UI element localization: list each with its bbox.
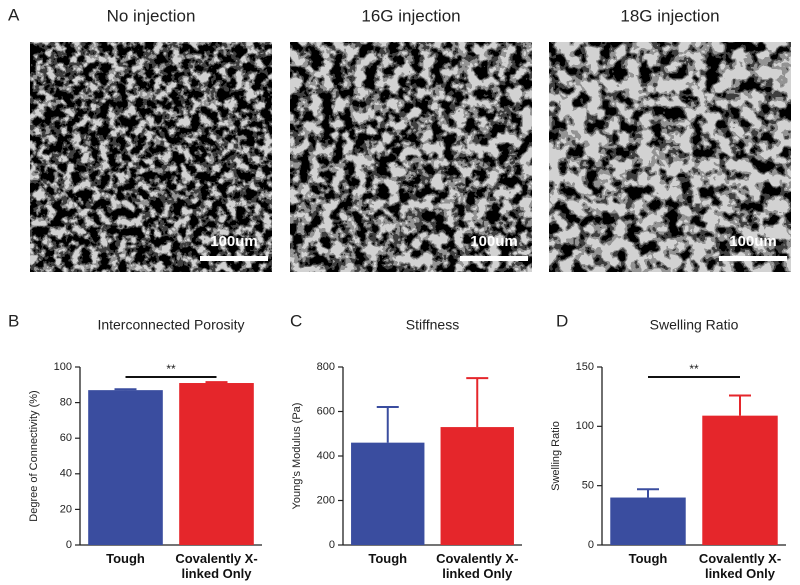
- significance-label: **: [689, 362, 699, 376]
- y-axis-label: Young's Modulus (Pa): [291, 403, 303, 510]
- scale-bar: [460, 256, 528, 261]
- scale-bar-label: 100um: [210, 233, 258, 250]
- y-tick-label: 60: [60, 432, 72, 444]
- bar: [88, 390, 163, 545]
- sem-image: [290, 42, 532, 272]
- scale-bar-label: 100um: [470, 233, 518, 250]
- bar: [440, 427, 514, 545]
- chart-title: Interconnected Porosity: [97, 317, 244, 333]
- x-tick-label: Covalently X-linked Only: [175, 551, 258, 581]
- x-tick-label: Tough: [368, 551, 408, 566]
- bar: [702, 415, 778, 545]
- x-tick-label-box: Tough: [628, 551, 668, 566]
- scale-bar-label: 100um: [729, 233, 777, 250]
- scale-bar: [200, 256, 268, 261]
- y-tick-label: 50: [582, 480, 594, 492]
- y-tick-label: 100: [576, 420, 594, 432]
- x-tick-label: Tough: [628, 551, 668, 566]
- x-tick-label-box: Tough: [368, 551, 408, 566]
- y-tick-label: 80: [60, 397, 72, 409]
- y-axis-label: Degree of Connectivity (%): [28, 390, 40, 521]
- y-tick-label: 150: [576, 361, 594, 373]
- sem-image: [549, 42, 791, 272]
- image-title: 16G injection: [361, 6, 460, 25]
- significance-label: **: [166, 362, 176, 376]
- x-tick-label: Tough: [106, 551, 145, 566]
- y-tick-label: 40: [60, 468, 72, 480]
- y-tick-label: 0: [66, 539, 72, 551]
- image-title: 18G injection: [620, 6, 719, 25]
- y-axis-label: Swelling Ratio: [550, 421, 562, 491]
- panel-label: D: [556, 311, 568, 330]
- chart-title: Swelling Ratio: [650, 317, 739, 333]
- bar: [610, 497, 686, 545]
- image-title: No injection: [107, 6, 196, 25]
- scale-bar: [719, 256, 787, 261]
- x-tick-label-box: Tough: [106, 551, 145, 566]
- x-tick-label: Covalently X-linked Only: [698, 551, 782, 581]
- y-tick-label: 100: [54, 361, 72, 373]
- y-tick-label: 0: [329, 539, 335, 551]
- bar: [179, 383, 254, 545]
- y-tick-label: 400: [317, 450, 335, 462]
- x-tick-label: Covalently X-linked Only: [436, 551, 519, 581]
- y-tick-label: 0: [588, 539, 594, 551]
- y-tick-label: 20: [60, 503, 72, 515]
- panel-label: C: [290, 311, 302, 330]
- y-tick-label: 600: [317, 405, 335, 417]
- chart-title: Stiffness: [406, 317, 459, 333]
- sem-image: [30, 42, 272, 272]
- bar: [351, 442, 425, 545]
- x-tick-label-box: Covalently X-linked Only: [436, 551, 519, 581]
- x-tick-label-box: Covalently X-linked Only: [175, 551, 258, 581]
- y-tick-label: 800: [317, 361, 335, 373]
- panel-label: A: [8, 5, 20, 24]
- y-tick-label: 200: [317, 494, 335, 506]
- panel-label: B: [8, 311, 19, 330]
- x-tick-label-box: Covalently X-linked Only: [698, 551, 782, 581]
